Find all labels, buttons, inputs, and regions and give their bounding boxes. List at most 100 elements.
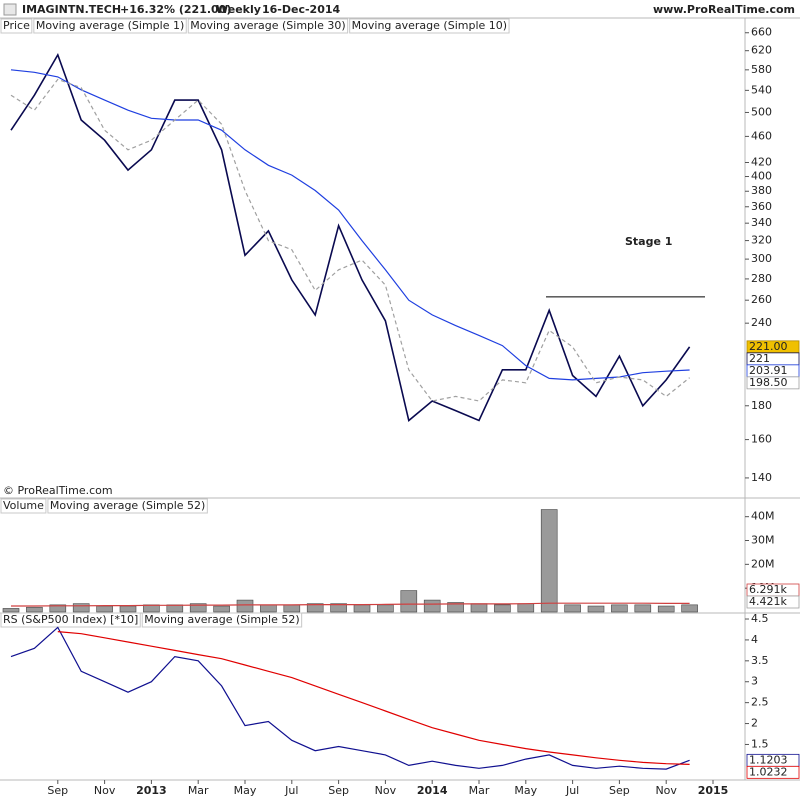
legend-box bbox=[33, 18, 187, 34]
y-tick-label: 3.5 bbox=[751, 654, 769, 667]
y-tick-label: 30M bbox=[751, 534, 775, 547]
volume-bar bbox=[494, 604, 511, 613]
y-tick-label: 2.5 bbox=[751, 696, 769, 709]
volume-bar bbox=[2, 608, 20, 613]
volume-bar bbox=[611, 604, 628, 613]
value-label: 221 bbox=[749, 352, 770, 365]
x-tick-label: 2013 bbox=[136, 784, 167, 797]
x-tick-label: May bbox=[514, 784, 537, 797]
y-tick-label: 3 bbox=[751, 675, 758, 688]
legend-box bbox=[47, 498, 208, 514]
credit: © ProRealTime.com bbox=[3, 484, 113, 497]
volume-bar bbox=[657, 605, 675, 613]
series-line bbox=[10, 626, 690, 770]
volume-bar bbox=[96, 605, 113, 613]
x-tick-label: Mar bbox=[469, 784, 490, 797]
x-tick-label: Nov bbox=[375, 784, 397, 797]
y-tick-label: 280 bbox=[751, 272, 772, 285]
x-tick-label: Sep bbox=[328, 784, 349, 797]
y-tick-label: 300 bbox=[751, 252, 772, 265]
y-tick-label: 460 bbox=[751, 129, 772, 142]
y-tick-label: 660 bbox=[751, 26, 772, 39]
legend-box bbox=[141, 612, 303, 628]
y-tick-label: 260 bbox=[751, 293, 772, 306]
y-tick-label: 140 bbox=[751, 471, 772, 484]
legend-entry: Moving average (Simple 52) bbox=[144, 613, 299, 626]
value-label: 221.00 bbox=[749, 340, 788, 353]
y-tick-label: 20M bbox=[751, 557, 775, 570]
legend-entry: Moving average (Simple 10) bbox=[352, 19, 507, 32]
x-tick-label: 2015 bbox=[698, 784, 729, 797]
legend-box bbox=[0, 612, 141, 628]
y-tick-label: 540 bbox=[751, 83, 772, 96]
value-label-box bbox=[746, 376, 800, 390]
legend-entry: RS (S&P500 Index) [*10] bbox=[3, 613, 138, 626]
y-tick-label: 40M bbox=[751, 510, 775, 523]
series-line bbox=[57, 631, 690, 765]
volume-bar bbox=[517, 603, 535, 613]
x-tick-label: May bbox=[234, 784, 257, 797]
y-tick-label: 160 bbox=[751, 433, 772, 446]
legend-title: Price bbox=[3, 19, 30, 32]
y-tick-label: 620 bbox=[751, 44, 772, 57]
volume-bar bbox=[540, 509, 558, 613]
volume-bar bbox=[634, 604, 652, 613]
y-tick-label: 240 bbox=[751, 316, 772, 329]
series-line bbox=[10, 53, 691, 422]
value-label: 1.0232 bbox=[749, 765, 788, 778]
series-line bbox=[11, 602, 690, 607]
volume-bar bbox=[213, 605, 230, 613]
volume-bar bbox=[681, 604, 698, 613]
y-tick-label: 180 bbox=[751, 399, 772, 412]
volume-bar bbox=[353, 604, 371, 613]
volume-bar bbox=[72, 603, 90, 613]
date: 16-Dec-2014 bbox=[262, 3, 341, 16]
y-tick-label: 500 bbox=[751, 105, 772, 118]
x-tick-label: Jul bbox=[565, 784, 579, 797]
y-tick-label: 2 bbox=[751, 717, 758, 730]
annotation: Stage 1 bbox=[625, 235, 672, 248]
value-label-box bbox=[746, 765, 800, 779]
y-tick-label: 360 bbox=[751, 200, 772, 213]
volume-bar bbox=[447, 602, 464, 613]
legend-box bbox=[349, 18, 510, 34]
value-label: 4.421k bbox=[749, 595, 787, 608]
volume-bar bbox=[377, 604, 394, 613]
legend-box bbox=[0, 18, 33, 34]
site: www.ProRealTime.com bbox=[653, 3, 795, 16]
volume-bar bbox=[119, 605, 137, 613]
series-line bbox=[10, 78, 690, 402]
y-tick-label: 1.5 bbox=[751, 737, 769, 750]
y-tick-label: 380 bbox=[751, 184, 772, 197]
volume-bar bbox=[587, 605, 605, 613]
series-line bbox=[10, 69, 690, 381]
volume-bar bbox=[470, 603, 488, 613]
legend-box bbox=[0, 498, 47, 514]
value-label: 203.91 bbox=[749, 364, 788, 377]
x-tick-label: Nov bbox=[655, 784, 677, 797]
y-tick-label: 340 bbox=[751, 216, 772, 229]
volume-bar bbox=[330, 603, 347, 613]
legend-entry: Volume bbox=[3, 499, 44, 512]
legend-entry: Moving average (Simple 52) bbox=[50, 499, 205, 512]
x-tick-label: Mar bbox=[188, 784, 209, 797]
volume-bar bbox=[306, 603, 324, 613]
value-label: 198.50 bbox=[749, 376, 788, 389]
volume-bar bbox=[260, 604, 277, 613]
volume-bar bbox=[189, 603, 207, 613]
volume-bar bbox=[49, 604, 67, 613]
x-tick-label: Jul bbox=[284, 784, 298, 797]
value-label-box bbox=[746, 595, 800, 609]
value-label: 1.1203 bbox=[749, 753, 788, 766]
volume-bar bbox=[283, 604, 301, 613]
volume-bar bbox=[423, 599, 441, 613]
volume-bar bbox=[26, 606, 43, 613]
y-tick-label: 320 bbox=[751, 234, 772, 247]
y-tick-label: 4.5 bbox=[751, 612, 769, 625]
period: Weekly bbox=[216, 3, 261, 16]
symbol-icon bbox=[3, 3, 17, 16]
legend-entry: Moving average (Simple 1) bbox=[36, 19, 184, 32]
volume-bar bbox=[400, 590, 418, 613]
